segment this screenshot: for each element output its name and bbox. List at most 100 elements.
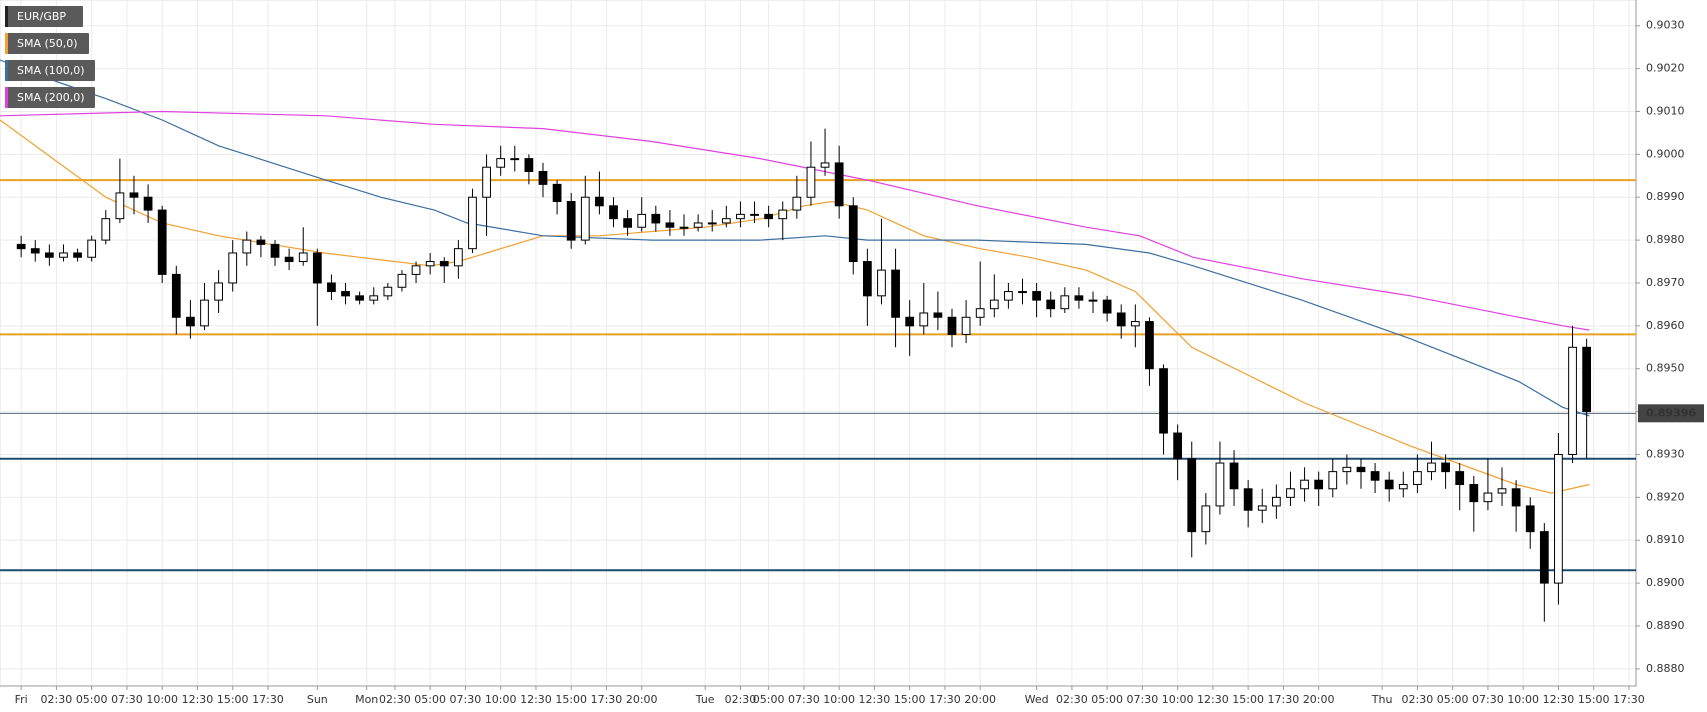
candle-body	[792, 196, 802, 211]
candle-body	[637, 213, 647, 228]
candle-body	[270, 243, 280, 258]
x-tick-label: Sun	[307, 693, 328, 706]
candle-body	[524, 158, 534, 172]
candle-body	[186, 316, 195, 327]
x-tick-label: 10:00	[146, 693, 178, 706]
candle-body	[327, 282, 336, 293]
candle-body	[411, 265, 421, 275]
legend-label: SMA (100,0)	[17, 64, 85, 77]
candle-body	[1398, 483, 1408, 490]
legend-box	[5, 87, 95, 108]
candle-body	[44, 252, 54, 258]
legend-swatch	[5, 33, 8, 54]
candle-body	[496, 158, 506, 168]
candle-body	[1074, 295, 1084, 301]
y-tick-label: 0.8890	[1646, 619, 1685, 632]
x-tick-label: 02:30	[1402, 693, 1434, 706]
candle-body	[1342, 466, 1352, 473]
x-tick-label: 10:00	[1162, 693, 1194, 706]
x-tick-label: 10:00	[1507, 693, 1539, 706]
candle-body	[1413, 471, 1422, 485]
candle-body	[1145, 321, 1154, 370]
candle-body	[552, 183, 562, 203]
x-tick-label: 17:30	[1268, 693, 1300, 706]
legend-box	[5, 6, 83, 27]
x-tick-label: 15:00	[217, 693, 249, 706]
x-tick-label: 02:30	[41, 693, 73, 706]
candle-body	[975, 308, 985, 318]
sma-line	[0, 59, 1590, 417]
candle-body	[468, 196, 477, 250]
candle-body	[623, 218, 632, 228]
candle-body	[383, 286, 393, 297]
x-tick-label: 12:30	[520, 693, 552, 706]
candle-body	[284, 256, 294, 263]
candle-body	[1314, 479, 1324, 490]
candle-body	[764, 213, 774, 220]
x-tick-label: 02:30	[1056, 693, 1088, 706]
legend-box	[5, 60, 95, 81]
candle-body	[242, 239, 252, 254]
candle-body	[580, 196, 590, 241]
candle-body	[1469, 483, 1479, 503]
candle-body	[1229, 462, 1239, 490]
x-tick-label: 20:00	[626, 693, 658, 706]
candle-body	[1539, 531, 1549, 584]
legend-swatch	[5, 87, 8, 108]
x-tick-label: Mon	[355, 693, 378, 706]
x-tick-label: 20:00	[964, 693, 996, 706]
candle-body	[1525, 505, 1535, 533]
candle-body	[595, 196, 604, 207]
candle-body	[1455, 471, 1465, 485]
candle-body	[693, 222, 703, 228]
x-tick-label: 07:30	[111, 693, 143, 706]
candle-body	[891, 269, 900, 318]
candle-body	[115, 192, 125, 220]
candle-body	[1243, 488, 1253, 511]
candle-body	[1328, 471, 1338, 490]
candle-body	[129, 192, 139, 198]
candle-body	[1159, 368, 1168, 434]
x-tick-label: 15:00	[1578, 693, 1610, 706]
x-tick-label: Thu	[1371, 693, 1393, 706]
candle-body	[736, 213, 745, 220]
candle-body	[1088, 299, 1098, 302]
x-tick-label: 10:00	[485, 693, 517, 706]
candle-body	[1187, 458, 1197, 533]
x-tick-label: 07:30	[1472, 693, 1504, 706]
candle-body	[820, 162, 830, 168]
candle-body	[425, 261, 435, 267]
y-tick-label: 0.8970	[1646, 276, 1685, 289]
y-tick-label: 0.8990	[1646, 190, 1685, 203]
x-tick-label: 15:00	[1232, 693, 1264, 706]
candle-body	[862, 261, 872, 297]
x-tick-label: 05:00	[753, 693, 785, 706]
candle-body	[228, 252, 238, 284]
sma-line	[0, 110, 1590, 331]
candle-body	[256, 239, 266, 245]
candle-body	[200, 299, 209, 327]
candle-body	[1116, 312, 1126, 327]
candle-body	[707, 222, 717, 225]
candle-body	[143, 196, 153, 211]
x-tick-label: 05:00	[414, 693, 446, 706]
candle-body	[214, 282, 223, 301]
candle-body	[1554, 453, 1563, 584]
candle-body	[1427, 462, 1436, 473]
candle-body	[679, 226, 689, 229]
candle-body	[1130, 321, 1140, 327]
x-tick-label: 12:30	[182, 693, 214, 706]
y-tick-label: 0.8910	[1646, 533, 1685, 546]
x-tick-label: 05:00	[1091, 693, 1123, 706]
y-tick-label: 0.8900	[1646, 576, 1685, 589]
x-tick-label: 12:30	[1197, 693, 1229, 706]
x-tick-label: 15:00	[894, 693, 926, 706]
candle-body	[30, 248, 40, 254]
candle-body	[1286, 488, 1295, 498]
candle-body	[721, 218, 731, 224]
legend-label: EUR/GBP	[17, 10, 66, 23]
x-tick-label: 05:00	[1437, 693, 1469, 706]
candle-body	[1046, 299, 1056, 310]
x-tick-label: Fri	[15, 693, 28, 706]
legend: EUR/GBP SMA (50,0) SMA (100,0) SMA (200,0)	[5, 6, 95, 108]
